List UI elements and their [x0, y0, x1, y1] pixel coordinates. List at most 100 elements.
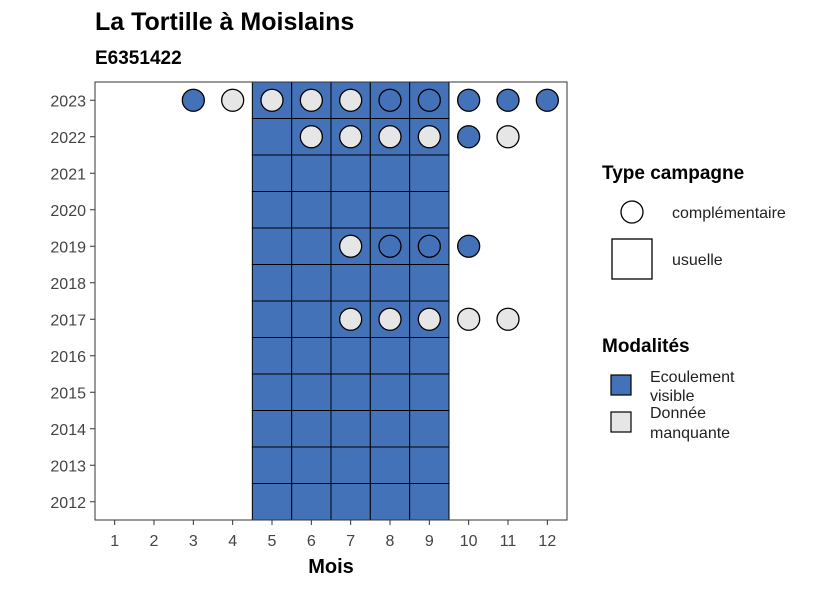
tile-usuelle-2020-7 — [330, 191, 371, 229]
tile-usuelle-2018-8 — [369, 264, 411, 302]
tile-usuelle-2012-9 — [409, 483, 450, 521]
point-complementaire-2023-11 — [496, 88, 520, 112]
tile-usuelle-2018-5 — [251, 264, 293, 302]
legend-item-donnee-line1: Donnée — [650, 405, 706, 422]
tile-usuelle-2013-6 — [291, 446, 332, 484]
plot-area — [181, 81, 559, 521]
point-complementaire-2022-6 — [299, 125, 323, 149]
tile-usuelle-2021-6 — [291, 154, 332, 192]
y-tick-label-2014: 2014 — [50, 422, 86, 439]
point-complementaire-2023-3 — [181, 88, 205, 112]
legend-type-campagne: Type campagne complémentaire usuelle — [602, 163, 786, 280]
y-tick-label-2013: 2013 — [50, 458, 86, 475]
tile-usuelle-2014-7 — [330, 410, 371, 448]
point-complementaire-2023-8 — [378, 88, 402, 112]
y-tick-label-2020: 2020 — [50, 203, 86, 220]
y-tick-label-2012: 2012 — [50, 495, 86, 512]
tile-usuelle-2014-5 — [251, 410, 293, 448]
tile-usuelle-2018-7 — [330, 264, 371, 302]
tile-usuelle-2019-6 — [291, 227, 332, 265]
point-complementaire-2019-9 — [417, 234, 441, 258]
x-tick-label-2: 2 — [150, 533, 159, 550]
x-axis: 1 2 3 4 5 6 7 8 9 10 11 12 — [110, 520, 556, 550]
tile-usuelle-2015-8 — [369, 373, 411, 411]
point-complementaire-2019-7 — [339, 234, 363, 258]
y-tick-label-2023: 2023 — [50, 93, 86, 110]
y-tick-label-2018: 2018 — [50, 276, 86, 293]
x-tick-label-5: 5 — [268, 533, 277, 550]
tile-usuelle-2023-9 — [409, 81, 450, 119]
point-complementaire-2022-10 — [457, 125, 481, 149]
y-tick-label-2017: 2017 — [50, 312, 86, 329]
legend-modalites: Modalités Ecoulement visible Donnée manq… — [602, 336, 735, 442]
tile-usuelle-2021-5 — [251, 154, 293, 192]
legend-type-campagne-title: Type campagne — [602, 163, 744, 184]
y-tick-label-2019: 2019 — [50, 239, 86, 256]
x-tick-label-8: 8 — [386, 533, 395, 550]
tile-usuelle-2021-7 — [330, 154, 371, 192]
x-tick-label-12: 12 — [538, 533, 556, 550]
tile-usuelle-2013-9 — [409, 446, 450, 484]
x-tick-label-10: 10 — [460, 533, 478, 550]
y-tick-label-2016: 2016 — [50, 349, 86, 366]
point-complementaire-2017-10 — [457, 307, 481, 331]
point-complementaire-2019-8 — [378, 234, 402, 258]
tile-usuelle-2016-9 — [409, 337, 450, 375]
legend-swatch-ecoulement-visible — [610, 374, 632, 396]
x-tick-label-11: 11 — [500, 533, 517, 550]
chart-subtitle: E6351422 — [95, 48, 182, 69]
tile-usuelle-2017-5 — [251, 300, 293, 338]
x-axis-label: Mois — [308, 556, 354, 578]
tile-usuelle-2019-5 — [251, 227, 293, 265]
tile-usuelle-2013-5 — [251, 446, 293, 484]
tile-usuelle-2020-8 — [369, 191, 411, 229]
point-complementaire-2017-9 — [417, 307, 441, 331]
tile-usuelle-2018-9 — [409, 264, 450, 302]
tile-usuelle-2018-6 — [291, 264, 332, 302]
tile-usuelle-2021-9 — [409, 154, 450, 192]
point-complementaire-2022-11 — [496, 125, 520, 149]
point-complementaire-2017-8 — [378, 307, 402, 331]
tile-usuelle-2012-8 — [369, 483, 411, 521]
tile-usuelle-2014-9 — [409, 410, 450, 448]
tile-usuelle-2021-8 — [369, 154, 411, 192]
tile-usuelle-2015-6 — [291, 373, 332, 411]
tile-usuelle-2015-5 — [251, 373, 293, 411]
legend-item-usuelle: usuelle — [672, 252, 723, 269]
tile-usuelle-2020-9 — [409, 191, 450, 229]
legend-item-donnee-line2: manquante — [650, 425, 730, 442]
tile-usuelle-2020-5 — [251, 191, 293, 229]
y-axis: 2012 2013 2014 2015 2016 2017 2018 2019 2020 2021… — [50, 93, 95, 512]
x-tick-label-4: 4 — [228, 533, 237, 550]
tile-usuelle-2016-5 — [251, 337, 293, 375]
legend-square-icon — [611, 238, 653, 280]
legend-circle-icon — [620, 200, 644, 224]
y-tick-label-2022: 2022 — [50, 130, 86, 147]
tile-usuelle-2014-6 — [291, 410, 332, 448]
legend-swatch-donnee-manquante — [610, 411, 632, 433]
point-complementaire-2017-7 — [339, 307, 363, 331]
point-complementaire-2022-7 — [339, 125, 363, 149]
point-complementaire-2023-4 — [221, 88, 245, 112]
tile-usuelle-2012-5 — [251, 483, 293, 521]
x-tick-label-3: 3 — [189, 533, 198, 550]
point-complementaire-2023-10 — [457, 88, 481, 112]
point-complementaire-2023-9 — [417, 88, 441, 112]
x-tick-label-6: 6 — [307, 533, 316, 550]
tile-usuelle-2020-6 — [291, 191, 332, 229]
x-tick-label-9: 9 — [425, 533, 434, 550]
y-tick-label-2021: 2021 — [50, 166, 86, 183]
chart-title: La Tortille à Moislains — [95, 8, 354, 36]
point-complementaire-2023-5 — [260, 88, 284, 112]
y-tick-label-2015: 2015 — [50, 385, 86, 402]
tile-usuelle-2022-7 — [330, 118, 371, 156]
point-complementaire-2023-7 — [339, 88, 363, 112]
tile-usuelle-2014-8 — [369, 410, 411, 448]
point-complementaire-2023-6 — [299, 88, 323, 112]
legend-item-ecoulement-line2: visible — [650, 388, 695, 405]
tile-usuelle-2015-7 — [330, 373, 371, 411]
point-complementaire-2023-12 — [535, 88, 559, 112]
legend-modalites-title: Modalités — [602, 336, 690, 357]
point-complementaire-2022-8 — [378, 125, 402, 149]
